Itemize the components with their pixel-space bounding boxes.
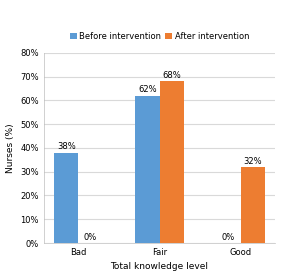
Legend: Before intervention, After intervention: Before intervention, After intervention xyxy=(67,29,252,44)
Text: 38%: 38% xyxy=(57,142,76,152)
Bar xyxy=(160,81,184,243)
Text: 62%: 62% xyxy=(138,85,157,94)
Y-axis label: Nurses (%): Nurses (%) xyxy=(6,123,15,173)
Bar xyxy=(54,153,78,243)
Text: 32%: 32% xyxy=(243,157,262,166)
Bar xyxy=(241,167,265,243)
Bar xyxy=(135,96,160,243)
Text: 0%: 0% xyxy=(222,233,235,242)
Text: 68%: 68% xyxy=(162,71,181,80)
X-axis label: Total knowledge level: Total knowledge level xyxy=(110,262,209,271)
Text: 0%: 0% xyxy=(84,233,97,242)
